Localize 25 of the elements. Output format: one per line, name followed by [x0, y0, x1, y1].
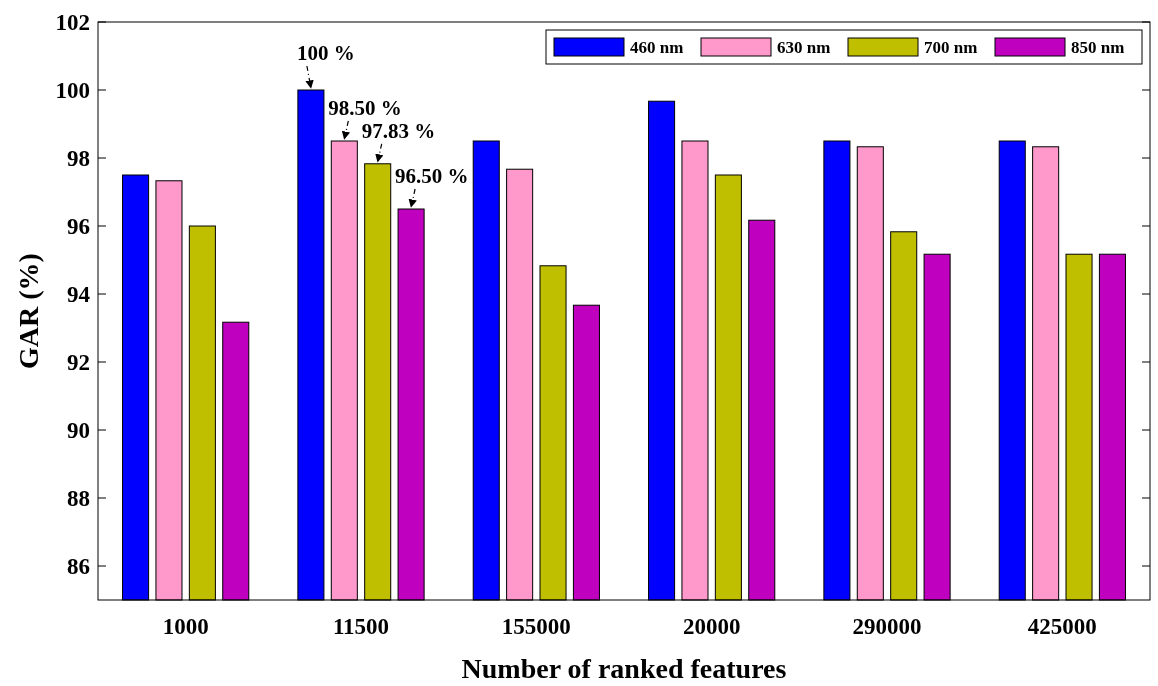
x-tick-label: 1000	[162, 614, 209, 639]
annotation: 100 %	[296, 41, 355, 65]
legend-label: 850 nm	[1071, 37, 1125, 57]
x-tick-label: 20000	[682, 614, 741, 639]
legend-label: 460 nm	[630, 37, 684, 57]
y-tick-label: 86	[67, 554, 90, 580]
legend-label: 630 nm	[777, 37, 831, 57]
x-tick-label: 155000	[501, 614, 571, 639]
x-tick-label: 425000	[1027, 614, 1097, 639]
y-tick-label: 98	[67, 146, 90, 172]
y-tick-label: 96	[67, 214, 90, 240]
x-axis-title: Number of ranked features	[461, 653, 787, 684]
y-tick-label: 100	[55, 78, 90, 104]
x-tick-label: 290000	[852, 614, 922, 639]
y-tick-label: 88	[67, 486, 90, 512]
y-axis-title: GAR (%)	[13, 253, 44, 369]
legend-label: 700 nm	[924, 37, 978, 57]
y-tick-label: 102	[55, 10, 90, 36]
annotation: 97.83 %	[361, 118, 436, 143]
y-tick-label: 94	[67, 282, 91, 308]
x-tick-label: 11500	[332, 614, 390, 639]
annotation: 96.50 %	[395, 164, 469, 188]
y-tick-label: 90	[67, 418, 90, 444]
y-tick-label: 92	[67, 350, 90, 376]
annotation: 98.50 %	[328, 96, 402, 120]
